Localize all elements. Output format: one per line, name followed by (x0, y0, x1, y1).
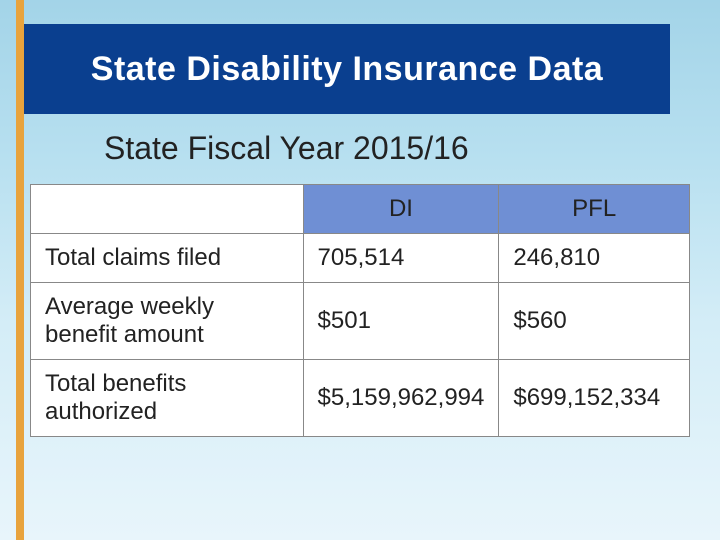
row-di: $501 (303, 283, 499, 360)
accent-bar (16, 0, 24, 540)
table-row: Total claims filed 705,514 246,810 (31, 234, 690, 283)
table-row: Total benefits authorized $5,159,962,994… (31, 360, 690, 437)
row-pfl: 246,810 (499, 234, 690, 283)
data-table: DI PFL Total claims filed 705,514 246,81… (30, 184, 690, 437)
row-pfl: $699,152,334 (499, 360, 690, 437)
row-label: Total claims filed (31, 234, 304, 283)
title-text: State Disability Insurance Data (91, 50, 603, 89)
row-pfl: $560 (499, 283, 690, 360)
subtitle: State Fiscal Year 2015/16 (104, 130, 469, 167)
row-label: Total benefits authorized (31, 360, 304, 437)
row-di: $5,159,962,994 (303, 360, 499, 437)
table-header-row: DI PFL (31, 185, 690, 234)
header-pfl: PFL (499, 185, 690, 234)
header-empty (31, 185, 304, 234)
row-di: 705,514 (303, 234, 499, 283)
row-label: Average weekly benefit amount (31, 283, 304, 360)
title-box: State Disability Insurance Data (24, 24, 670, 114)
header-di: DI (303, 185, 499, 234)
table-row: Average weekly benefit amount $501 $560 (31, 283, 690, 360)
